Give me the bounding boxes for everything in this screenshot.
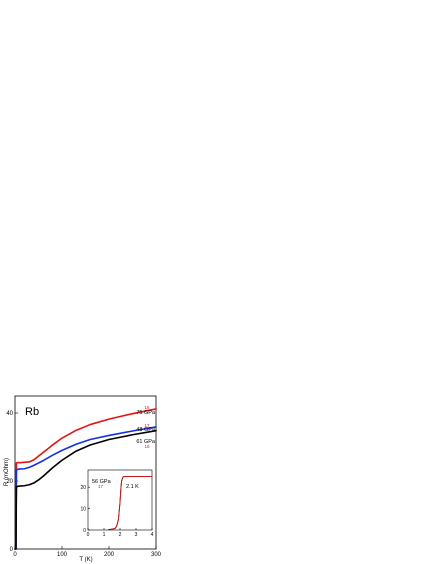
x-tick-label-2: 2	[119, 532, 122, 538]
inset-series	[108, 475, 153, 531]
y-tick-label-0: 0	[10, 547, 14, 553]
x-tick-label-3: 300	[151, 552, 162, 558]
series-48gpa-label: 48 GPa	[136, 427, 156, 433]
y-tick-label-2: 20	[80, 485, 86, 491]
element-label: Rb	[25, 406, 39, 418]
series-75gpa-label: 75 GPa	[136, 410, 156, 416]
inset-series-label: 56 GPa	[92, 479, 112, 485]
series-line-0	[14, 408, 157, 550]
x-tick-label-3: 3	[135, 532, 138, 538]
series-75gpa-ref: 16	[144, 405, 150, 410]
x-tick-label-1: 1	[103, 532, 106, 538]
x-axis-label: T (K)	[79, 557, 92, 563]
series-61gpa-label: 61 GPa	[136, 439, 156, 445]
inset-series-ref: 17	[98, 484, 104, 489]
x-tick-label-0: 0	[13, 552, 17, 558]
inset-chart: 0 1 2 3 4 0 10 20 56 GPa 17 2.1 K	[80, 469, 154, 538]
series-line-1	[109, 475, 153, 530]
x-tick-label-0: 0	[87, 532, 90, 538]
y-tick-label-0: 0	[83, 528, 86, 534]
inset-tc-label: 2.1 K	[126, 484, 139, 490]
series-48gpa-ref: 17	[144, 423, 150, 428]
series-line-1	[14, 426, 157, 550]
series-line-2	[14, 429, 157, 550]
inset-ticks: 0 1 2 3 4 0 10 20	[80, 485, 153, 538]
series-61gpa-ref: 18	[144, 444, 150, 449]
main-series	[14, 408, 157, 550]
y-tick-label-1: 20	[6, 479, 13, 485]
y-axis-label: R (mOhm)	[4, 458, 10, 486]
main-plot-frame	[14, 395, 157, 550]
y-tick-label-2: 40	[6, 411, 13, 417]
y-tick-label-1: 10	[80, 506, 86, 512]
x-tick-label-4: 4	[151, 532, 154, 538]
x-tick-label-2: 200	[104, 552, 115, 558]
x-tick-label-1: 100	[57, 552, 68, 558]
